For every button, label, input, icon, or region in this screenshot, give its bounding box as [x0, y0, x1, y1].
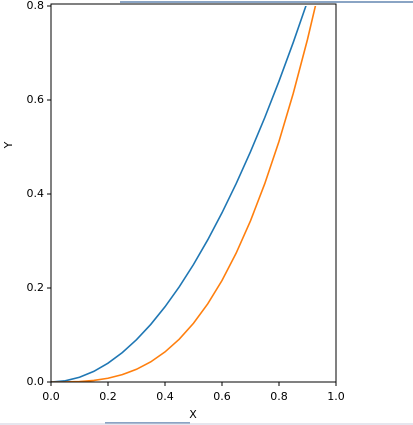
y-tick-label: 0.8 — [27, 0, 45, 12]
line-series — [51, 6, 307, 382]
plot-frame — [50, 3, 337, 383]
x-tick-label: 0.2 — [99, 390, 117, 403]
x-axis-label: X — [189, 408, 197, 421]
y-axis-label: Y — [2, 141, 15, 149]
y-tick-label: 0.2 — [27, 281, 45, 294]
x-tick-label: 0.8 — [270, 390, 288, 403]
y-tick-label: 0.0 — [27, 375, 45, 388]
y-tick-label: 0.4 — [27, 187, 45, 200]
x-tick-label: 0.0 — [42, 390, 60, 403]
x-tick-label: 1.0 — [327, 390, 345, 403]
y-tick-label: 0.6 — [27, 93, 45, 106]
line-series — [51, 6, 317, 382]
x-tick-label: 0.4 — [156, 390, 174, 403]
x-tick-label: 0.6 — [213, 390, 231, 403]
